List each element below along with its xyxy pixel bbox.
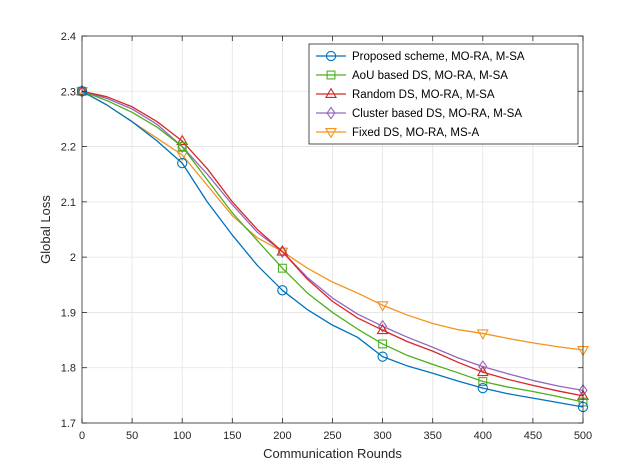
data-point [478,377,488,386]
data-point [476,329,489,340]
data-point [276,247,289,259]
legend-item: Proposed scheme, MO-RA, M-SA [316,50,525,63]
axis-ticks: 0 50 100 150 200 250 300 350 400 450 500 1.7 1.8 1.9 2… [61,31,592,442]
legend-marker [326,106,336,120]
x-tick-label: 350 [424,430,442,442]
x-tick-label: 150 [223,430,241,442]
data-point [176,134,189,146]
y-tick-label: 2.4 [61,31,76,43]
data-point [277,263,287,273]
data-point [377,351,388,362]
legend-label: Proposed scheme, MO-RA, M-SA [352,51,525,63]
x-tick-label: 300 [373,430,391,442]
legend-label: Cluster based DS, MO-RA, M-SA [352,108,522,120]
legend-item: Cluster based DS, MO-RA, M-SA [316,106,522,120]
y-tick-label: 2.2 [61,142,76,154]
series-line [81,90,584,403]
series-line [81,90,584,397]
x-tick-label: 450 [524,430,542,442]
legend-marker [324,128,338,139]
data-point [277,285,288,296]
legend-marker [324,87,338,98]
legend-item: AoU based DS, MO-RA, M-SA [316,70,508,82]
y-axis-label: Global Loss [38,195,53,264]
x-tick-label: 250 [323,430,341,442]
data-point [276,245,289,256]
x-tick-label: 0 [79,430,85,442]
data-point [477,383,488,394]
legend-box [308,43,579,145]
series-layer [75,84,590,413]
y-tick-label: 1.7 [61,418,76,430]
y-tick-label: 2.1 [61,197,76,209]
data-point [177,158,188,169]
x-tick-label: 100 [173,430,191,442]
data-point [378,339,388,349]
x-axis-label: Communication Rounds [263,446,402,461]
series-line [81,90,584,392]
data-point [376,323,389,335]
y-tick-label: 2.3 [61,86,76,98]
legend-item: Random DS, MO-RA, M-SA [316,87,495,101]
series-line [81,90,584,408]
x-tick-label: 200 [273,430,291,442]
x-tick-label: 400 [474,430,492,442]
data-point [177,142,187,152]
legend-label: Fixed DS, MO-RA, MS-A [352,127,479,139]
data-point [476,365,489,377]
legend-marker [325,50,337,62]
x-tick-label: 500 [574,430,592,442]
y-tick-label: 1.9 [61,307,76,319]
x-tick-label: 50 [126,430,138,442]
data-point [378,319,388,333]
y-tick-label: 1.8 [61,363,76,375]
data-point [376,301,389,312]
legend-label: Random DS, MO-RA, M-SA [352,89,495,101]
legend-item: Fixed DS, MO-RA, MS-A [316,127,479,139]
legend: Proposed scheme, MO-RA, M-SA AoU based DS… [308,43,579,145]
legend-label: AoU based DS, MO-RA, M-SA [352,70,508,82]
y-tick-label: 2 [70,252,76,264]
legend-marker [326,70,336,80]
series-line [81,90,584,351]
